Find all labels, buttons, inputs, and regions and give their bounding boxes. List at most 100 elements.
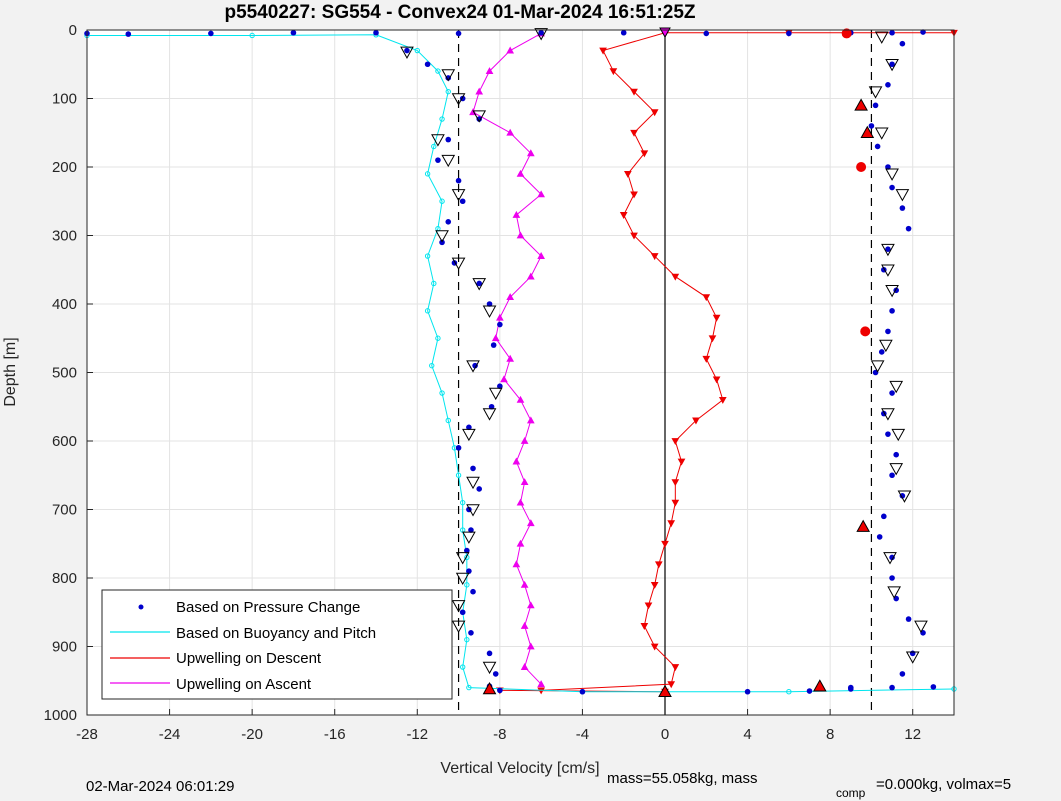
pressure-change-point	[459, 198, 466, 205]
buoyancy-point	[464, 582, 470, 588]
open-triangle-marker	[889, 380, 904, 394]
open-triangle-marker	[482, 408, 497, 421]
upwelling-ascent-point	[526, 642, 535, 650]
pressure-change-point	[899, 40, 906, 47]
buoyancy-point	[786, 689, 792, 695]
upwelling-ascent-point	[537, 680, 545, 688]
open-triangle-marker	[441, 154, 456, 168]
open-triangle-marker	[874, 31, 889, 44]
open-triangle-marker	[883, 552, 897, 565]
buoyancy-point	[439, 198, 445, 204]
upwelling-ascent-point	[520, 621, 529, 629]
pressure-change-point	[455, 177, 462, 184]
upwelling-ascent-point	[506, 354, 515, 362]
open-triangle-marker	[870, 360, 885, 373]
upwelling-ascent-point	[520, 436, 529, 444]
red-triangle-marker	[856, 519, 871, 532]
pressure-change-point	[889, 308, 895, 314]
open-triangle-marker	[466, 504, 480, 517]
open-triangle-marker	[534, 28, 548, 41]
upwelling-descent-point	[644, 602, 653, 610]
open-triangle-marker	[451, 93, 466, 106]
legend-label-pressure: Based on Pressure Change	[176, 599, 360, 616]
pressure-change-point	[497, 321, 503, 328]
open-triangle-marker	[472, 110, 487, 123]
open-triangle-marker	[881, 408, 895, 421]
upwelling-descent-point	[650, 253, 659, 261]
data-marks	[84, 27, 958, 698]
open-triangle-marker	[874, 127, 889, 140]
upwelling-descent-point	[599, 47, 607, 55]
red-triangle-marker	[658, 684, 672, 698]
x-tick-label: -20	[241, 726, 263, 743]
upwelling-ascent-point	[537, 252, 545, 259]
pressure-change-point	[786, 30, 792, 37]
pressure-change-point	[404, 47, 410, 54]
pressure-change-point	[885, 164, 891, 170]
open-triangle-marker	[889, 463, 904, 476]
upwelling-descent-point	[609, 68, 618, 76]
open-triangle-marker	[441, 69, 456, 82]
x-tick-label: -8	[493, 726, 506, 743]
pressure-change-point	[125, 31, 132, 37]
pressure-change-point	[889, 29, 895, 36]
legend-label-upwelling-ascent: Upwelling on Ascent	[176, 676, 312, 693]
pressure-change-point	[885, 431, 891, 437]
pressure-change-point	[806, 688, 813, 694]
open-triangle-marker	[435, 230, 449, 243]
pressure-change-point	[538, 29, 544, 36]
x-tick-label: 4	[743, 726, 751, 743]
pressure-change-point	[889, 390, 895, 396]
upwelling-descent-point	[671, 499, 680, 507]
open-triangle-marker	[462, 428, 476, 442]
upwelling-ascent-point	[516, 539, 525, 547]
open-triangle-marker	[472, 278, 487, 291]
pressure-change-point	[497, 687, 503, 694]
upwelling-ascent-point	[516, 395, 525, 403]
pressure-change-point	[899, 493, 906, 499]
pressure-change-point	[930, 684, 937, 690]
upwelling-ascent-point	[500, 375, 508, 383]
upwelling-descent-point	[718, 397, 727, 404]
x-tick-label: 8	[826, 726, 834, 743]
red-triangle-marker	[860, 125, 875, 139]
open-triangle-marker	[451, 189, 466, 202]
y-tick-label: 600	[52, 433, 77, 450]
open-triangle-marker	[881, 243, 895, 257]
pressure-change-point	[472, 362, 478, 369]
open-triangle-marker	[885, 285, 899, 298]
upwelling-ascent-point	[526, 149, 535, 157]
open-triangle-marker	[400, 46, 414, 59]
open-triangle-marker	[885, 168, 899, 181]
legend: Based on Pressure Change Based on Buoyan…	[101, 589, 453, 700]
upwelling-descent-point	[671, 273, 680, 281]
upwelling-descent-point	[712, 376, 721, 384]
legend-entry-upwelling-ascent: Upwelling on Ascent	[110, 676, 312, 693]
open-triangle-marker	[451, 620, 466, 633]
pressure-change-point	[424, 61, 431, 68]
pressure-change-point	[909, 650, 916, 657]
open-triangle-marker	[466, 476, 480, 490]
open-triangle-marker	[895, 189, 910, 202]
buoyancy-point	[414, 47, 420, 54]
pressure-change-point	[497, 383, 503, 390]
y-tick-label: 200	[52, 159, 77, 176]
open-triangle-marker	[891, 428, 906, 442]
upwelling-descent-point	[630, 129, 638, 137]
upwelling-ascent-point	[496, 313, 504, 321]
y-tick-label: 0	[69, 22, 77, 39]
upwelling-descent-point	[702, 355, 711, 363]
x-axis-label: Vertical Velocity [cm/s]	[440, 760, 599, 777]
open-triangle-marker	[482, 661, 497, 675]
upwelling-ascent-point	[475, 87, 484, 95]
buoyancy-point	[424, 308, 431, 314]
pressure-change-point	[620, 29, 627, 36]
buoyancy-point	[455, 472, 462, 478]
y-tick-label: 400	[52, 296, 77, 313]
upwelling-ascent-point	[526, 601, 535, 609]
pressure-change-point	[470, 465, 476, 472]
pressure-change-point	[889, 61, 895, 68]
upwelling-descent-point	[630, 232, 638, 240]
pressure-change-point	[878, 349, 885, 355]
